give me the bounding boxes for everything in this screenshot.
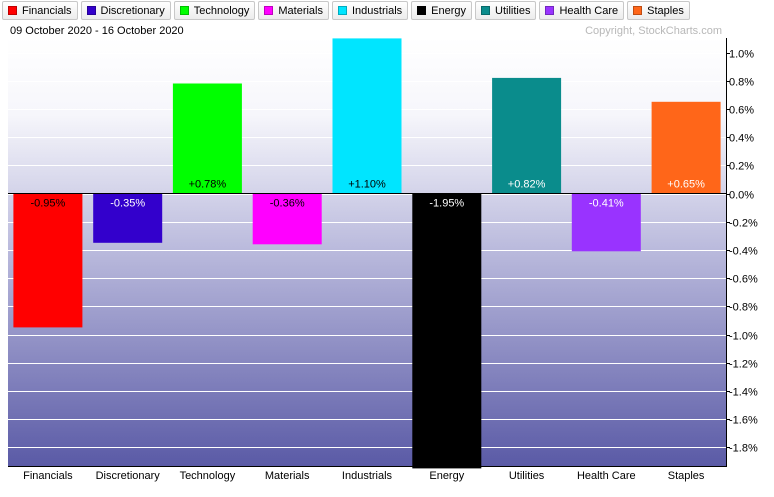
legend-item-technology[interactable]: Technology: [173, 1, 256, 20]
data-label: -1.95%: [429, 198, 464, 210]
data-label: +0.78%: [189, 179, 227, 191]
y-tick-label: -1.0%: [729, 331, 758, 343]
date-range: 09 October 2020 - 16 October 2020: [10, 25, 184, 37]
category-label: Discretionary: [96, 470, 161, 482]
category-labels: Financials Discretionary Technology Materia…: [23, 470, 705, 482]
y-tick-label: -1.8%: [729, 443, 758, 455]
legend-swatch: [633, 6, 643, 15]
category-label: Utilities: [509, 470, 545, 482]
category-label: Financials: [23, 470, 73, 482]
legend-label: Utilities: [495, 4, 531, 17]
bars: [13, 38, 721, 469]
y-tick-label: 0.0%: [729, 190, 754, 202]
legend-swatch: [481, 6, 490, 15]
legend-item-industrials[interactable]: Industrials: [332, 1, 409, 20]
copyright: Copyright, StockCharts.com: [585, 25, 722, 37]
legend-item-energy[interactable]: Energy: [411, 1, 472, 20]
category-label: Industrials: [342, 470, 393, 482]
category-label: Health Care: [577, 470, 636, 482]
legend-label: Materials: [278, 4, 323, 17]
legend-swatch: [417, 6, 427, 15]
y-tick-label: -1.2%: [729, 359, 758, 371]
legend-label: Discretionary: [100, 4, 165, 17]
y-tick-label: 0.4%: [729, 133, 754, 145]
category-label: Technology: [180, 470, 236, 482]
legend-swatch: [86, 6, 96, 15]
y-tick-label: -1.4%: [729, 387, 758, 399]
legend-swatch: [179, 6, 189, 15]
legend-swatch: [545, 6, 555, 15]
data-label: +0.82%: [508, 179, 546, 191]
legend-swatch: [338, 6, 347, 15]
y-tick-label: 0.2%: [729, 161, 754, 173]
bar-discretionary: [93, 193, 163, 243]
y-tick-label: -0.6%: [729, 274, 758, 286]
legend-item-financials[interactable]: Financials: [2, 1, 78, 20]
legend-item-utilities[interactable]: Utilities: [475, 1, 537, 20]
y-tick-label: -1.6%: [729, 415, 758, 427]
category-label: Staples: [668, 470, 705, 482]
legend-label: Financials: [22, 4, 72, 17]
legend-item-discretionary[interactable]: Discretionary: [80, 1, 171, 20]
y-tick-label: 1.0%: [729, 49, 754, 61]
category-label: Energy: [429, 470, 464, 482]
bar-utilities: [492, 77, 562, 194]
data-label: +1.10%: [348, 179, 386, 191]
data-label: +0.65%: [667, 179, 705, 191]
legend-label: Technology: [193, 4, 250, 17]
legend-label: Industrials: [352, 4, 403, 17]
bar-technology: [172, 83, 242, 194]
legend-swatch: [8, 6, 17, 15]
category-label: Materials: [265, 470, 310, 482]
y-tick-label: -0.8%: [729, 302, 758, 314]
legend-swatch: [264, 6, 274, 15]
y-tick-label: 0.6%: [729, 105, 754, 117]
bar-financials: [13, 193, 83, 328]
legend-label: Staples: [647, 4, 684, 17]
bar-materials: [252, 193, 322, 245]
legend-item-health-care[interactable]: Health Care: [539, 1, 625, 20]
y-tick-label: 0.8%: [729, 77, 754, 89]
y-tick-label: -0.2%: [729, 218, 758, 230]
legend: Financials Discretionary Technology Materia…: [2, 1, 690, 22]
bar-health-care: [571, 193, 641, 252]
y-tick-label: -0.4%: [729, 246, 758, 258]
data-label: -0.95%: [30, 198, 65, 210]
legend-label: Energy: [431, 4, 466, 17]
legend-label: Health Care: [559, 4, 619, 17]
data-labels: -0.95% -0.35% +0.78% -0.36% +1.10% -1.95% +0.8…: [30, 179, 705, 210]
data-label: -0.41%: [589, 198, 624, 210]
bar-energy: [412, 193, 482, 469]
legend-item-materials[interactable]: Materials: [258, 1, 329, 20]
legend-item-staples[interactable]: Staples: [627, 1, 690, 20]
data-label: -0.36%: [270, 198, 305, 210]
bar-industrials: [332, 38, 402, 194]
bar-staples: [651, 101, 721, 194]
y-ticks: 1.0% 0.8% 0.6% 0.4% 0.2% 0.0% -0.2% -0.4% -0.6% -…: [726, 49, 758, 455]
data-label: -0.35%: [110, 198, 145, 210]
